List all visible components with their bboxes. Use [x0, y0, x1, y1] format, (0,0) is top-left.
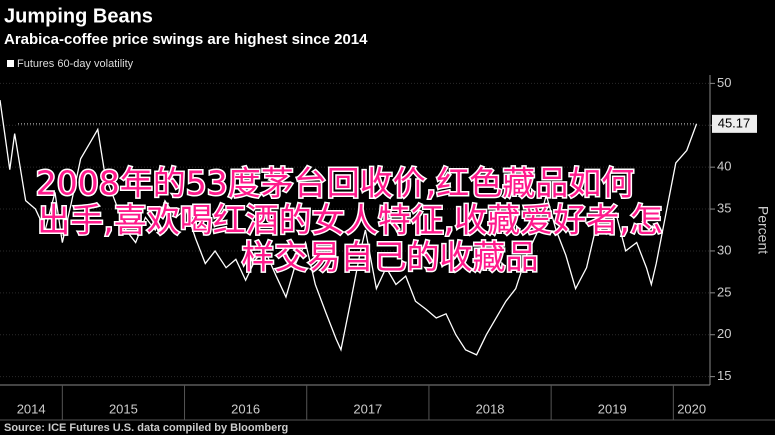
last-value-box: [712, 114, 757, 133]
y-tick-label: 30: [717, 242, 731, 257]
y-tick-label: 50: [717, 75, 731, 90]
line-series: [0, 100, 698, 356]
legend-swatch: [7, 60, 14, 67]
source: Source: ICE Futures U.S. data compiled b…: [4, 422, 288, 434]
y-tick-label: 20: [717, 326, 731, 341]
overlay-text: 样交易自己的收藏品: [242, 238, 539, 277]
y-tick-label: 15: [717, 368, 731, 383]
chart-title: Jumping Beans: [4, 5, 153, 27]
chart-subtitle: Arabica-coffee price swings are highest …: [4, 31, 368, 48]
x-tick-label: 2019: [598, 401, 627, 416]
overlay-text: 出手,喜欢喝红酒的女人特征,收藏爱好者,怎: [37, 201, 662, 240]
x-tick-label: 2014: [17, 401, 46, 416]
y-axis-label: Percent: [755, 206, 771, 254]
y-tick-label: 40: [717, 159, 731, 174]
x-tick-label: 2015: [109, 401, 138, 416]
overlay-text: 2008年的53度茅台回收价,红色藏品如何: [36, 164, 634, 203]
x-tick-label: 2017: [353, 401, 382, 416]
x-tick-label: 2016: [231, 401, 260, 416]
y-tick-label: 35: [717, 200, 731, 215]
x-tick-label: 2020: [677, 401, 706, 416]
y-tick-label: 25: [717, 284, 731, 299]
legend-label: Futures 60-day volatility: [17, 58, 134, 70]
x-tick-label: 2018: [476, 401, 505, 416]
last-value-label: 45.17: [718, 115, 751, 130]
